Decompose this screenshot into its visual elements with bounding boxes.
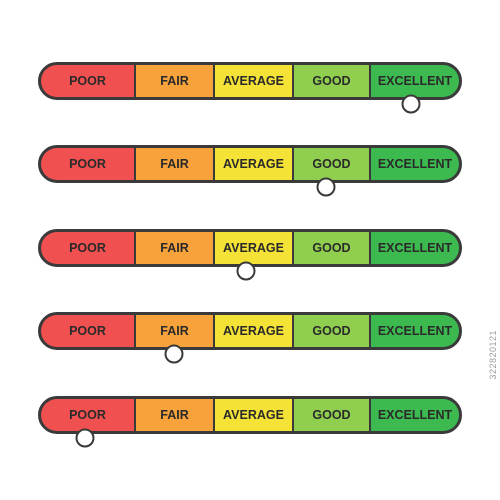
segment-average: AVERAGE <box>213 315 292 347</box>
stock-id-watermark: 322820121 <box>488 330 498 380</box>
segment-excellent: EXCELLENT <box>369 315 459 347</box>
segment-average: AVERAGE <box>213 232 292 264</box>
segment-excellent: EXCELLENT <box>369 65 459 97</box>
segment-fair: FAIR <box>134 315 213 347</box>
segment-poor: POOR <box>41 399 134 431</box>
rating-meter-2: POOR FAIR AVERAGE GOOD EXCELLENT <box>38 145 462 183</box>
segment-poor: POOR <box>41 65 134 97</box>
segment-fair: FAIR <box>134 232 213 264</box>
segment-average: AVERAGE <box>213 65 292 97</box>
rating-indicator-knob-good[interactable] <box>316 177 336 197</box>
segment-excellent: EXCELLENT <box>369 399 459 431</box>
segment-poor: POOR <box>41 232 134 264</box>
segment-fair: FAIR <box>134 65 213 97</box>
rating-indicator-knob-average[interactable] <box>236 261 256 281</box>
segment-good: GOOD <box>292 65 369 97</box>
rating-meter-1: POOR FAIR AVERAGE GOOD EXCELLENT <box>38 62 462 100</box>
segment-excellent: EXCELLENT <box>369 232 459 264</box>
segment-average: AVERAGE <box>213 399 292 431</box>
segment-excellent: EXCELLENT <box>369 148 459 180</box>
rating-meter-4: POOR FAIR AVERAGE GOOD EXCELLENT <box>38 312 462 350</box>
segment-poor: POOR <box>41 148 134 180</box>
segment-good: GOOD <box>292 232 369 264</box>
rating-meter-5: POOR FAIR AVERAGE GOOD EXCELLENT <box>38 396 462 434</box>
segment-good: GOOD <box>292 148 369 180</box>
segment-average: AVERAGE <box>213 148 292 180</box>
segment-fair: FAIR <box>134 148 213 180</box>
segment-fair: FAIR <box>134 399 213 431</box>
rating-indicator-knob-excellent[interactable] <box>401 94 421 114</box>
rating-meter-3: POOR FAIR AVERAGE GOOD EXCELLENT <box>38 229 462 267</box>
segment-poor: POOR <box>41 315 134 347</box>
segment-good: GOOD <box>292 315 369 347</box>
rating-indicator-knob-poor[interactable] <box>75 428 95 448</box>
segment-good: GOOD <box>292 399 369 431</box>
rating-indicator-knob-fair[interactable] <box>164 344 184 364</box>
